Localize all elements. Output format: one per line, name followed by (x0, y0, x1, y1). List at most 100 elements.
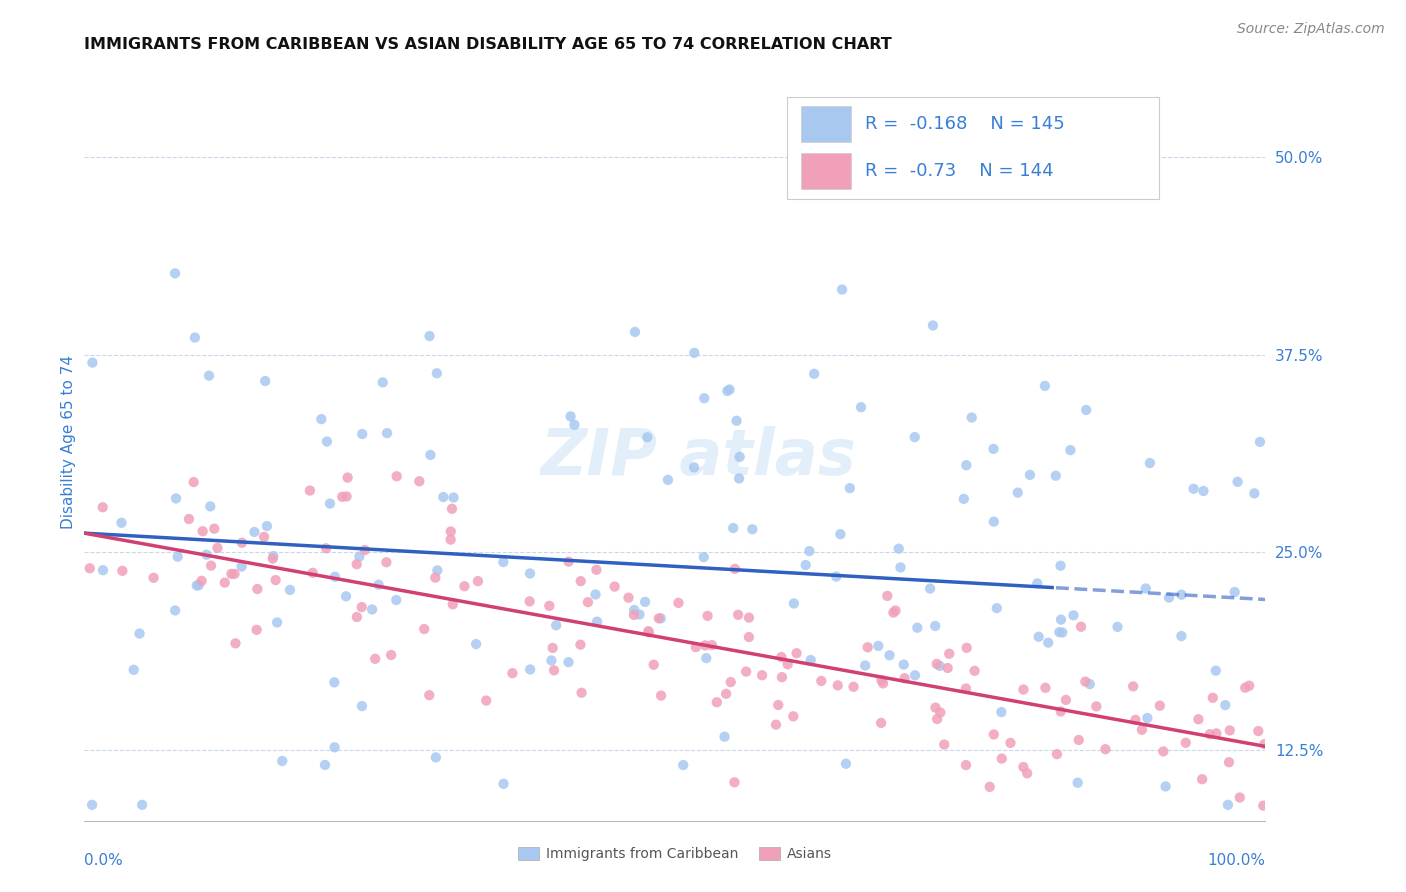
Point (1050, 613, 1073, 627)
Point (111, 564, 134, 578)
Point (319, 497, 342, 511)
Point (142, 571, 165, 585)
Point (564, 417, 586, 432)
Point (1070, 620, 1092, 634)
Point (776, 657, 799, 672)
Point (786, 646, 808, 660)
Point (519, 663, 541, 677)
Point (82, 355, 104, 369)
Point (870, 673, 893, 687)
Point (1157, 591, 1180, 605)
Point (695, 651, 717, 665)
Point (1139, 456, 1161, 470)
Point (465, 637, 488, 651)
Point (924, 700, 946, 714)
Point (1198, 727, 1220, 741)
Point (696, 608, 718, 623)
Point (184, 330, 207, 344)
Point (1047, 625, 1070, 640)
Point (186, 578, 208, 592)
Point (207, 541, 229, 555)
Point (202, 522, 225, 536)
Point (956, 640, 979, 655)
Point (1062, 608, 1084, 623)
Point (440, 524, 463, 539)
Point (1019, 467, 1042, 482)
Point (385, 593, 408, 607)
Point (380, 648, 402, 662)
Point (256, 519, 278, 533)
Point (131, 797, 153, 812)
Point (1247, 724, 1270, 739)
Point (91, 500, 114, 515)
Y-axis label: Disability Age 65 to 74: Disability Age 65 to 74 (60, 354, 76, 529)
Point (1253, 798, 1275, 813)
Point (375, 555, 398, 569)
Point (825, 569, 848, 583)
Point (1054, 693, 1077, 707)
Point (623, 603, 645, 617)
Point (856, 640, 879, 655)
Point (569, 574, 592, 588)
Point (929, 706, 952, 720)
Point (1182, 482, 1205, 496)
Text: Source: ZipAtlas.com: Source: ZipAtlas.com (1237, 22, 1385, 37)
Point (868, 639, 890, 653)
Point (190, 574, 212, 588)
Point (1187, 712, 1209, 726)
Point (1107, 620, 1129, 634)
Point (893, 657, 915, 672)
Point (986, 601, 1008, 615)
Point (375, 426, 398, 441)
Point (803, 367, 825, 381)
Point (827, 678, 849, 692)
Point (426, 366, 449, 380)
Point (1226, 475, 1249, 489)
Point (1174, 736, 1197, 750)
Point (501, 666, 523, 681)
Point (1049, 558, 1071, 573)
Point (831, 283, 853, 297)
Point (165, 603, 187, 617)
Point (922, 318, 945, 333)
Point (723, 775, 745, 789)
Point (1012, 682, 1035, 697)
Point (1192, 483, 1215, 498)
Point (1017, 766, 1039, 780)
Point (637, 624, 659, 639)
Point (231, 559, 253, 574)
Text: R =  -0.73    N = 144: R = -0.73 N = 144 (865, 162, 1053, 180)
Point (163, 266, 186, 280)
Point (432, 490, 454, 504)
Point (492, 777, 515, 791)
Point (128, 626, 150, 640)
Point (741, 522, 763, 536)
Point (1076, 403, 1098, 417)
Point (1059, 443, 1081, 458)
FancyBboxPatch shape (787, 96, 1159, 199)
Point (426, 563, 449, 577)
Point (224, 636, 246, 650)
Point (849, 401, 872, 415)
Point (765, 717, 787, 731)
Point (352, 427, 374, 442)
Point (519, 594, 541, 608)
Point (1122, 680, 1144, 694)
Point (346, 610, 368, 624)
Point (440, 533, 463, 547)
Point (799, 544, 821, 558)
Point (853, 658, 876, 673)
Point (603, 580, 626, 594)
Text: 0.0%: 0.0% (84, 853, 124, 868)
Point (953, 491, 976, 506)
Point (122, 663, 145, 677)
Point (1046, 747, 1069, 762)
Point (440, 501, 463, 516)
Point (264, 573, 287, 587)
FancyBboxPatch shape (801, 153, 851, 189)
Point (1205, 664, 1227, 678)
Point (560, 409, 582, 424)
Point (718, 383, 741, 397)
Point (576, 595, 599, 609)
Point (766, 698, 789, 712)
